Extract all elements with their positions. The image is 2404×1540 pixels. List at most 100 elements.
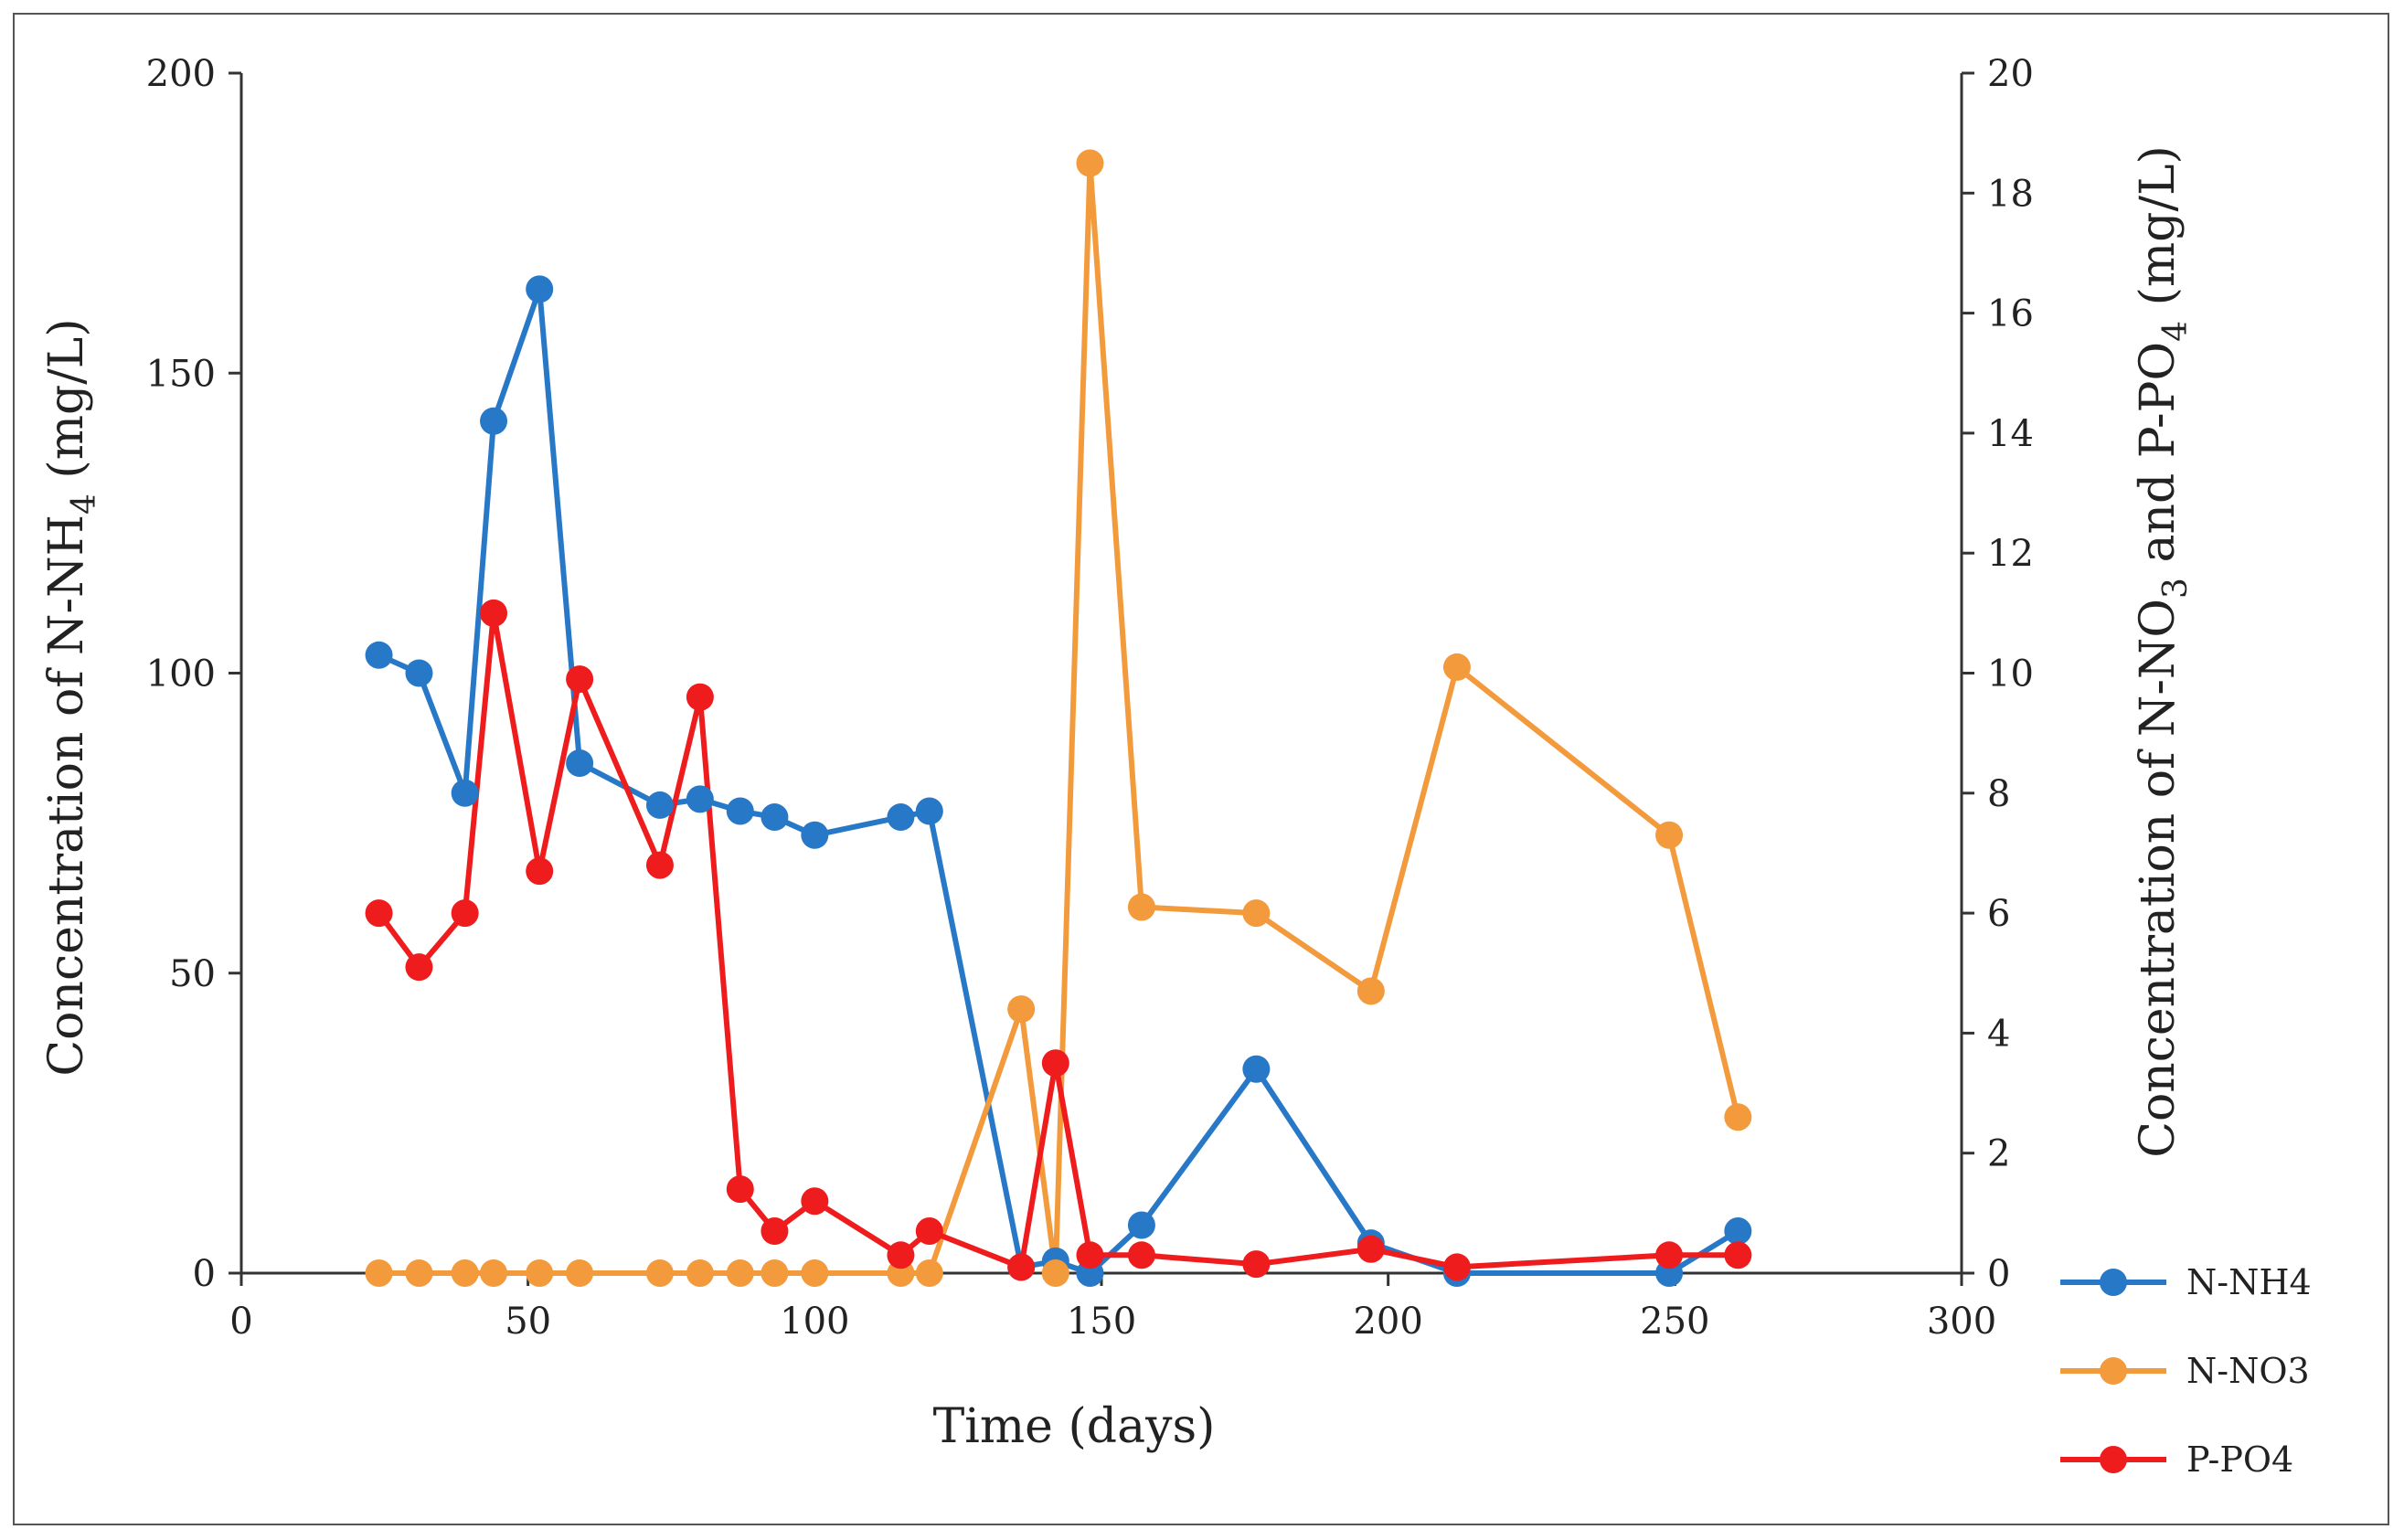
y-right-tick-label: 16 [1987, 293, 2034, 335]
data-point-N-NH4 [761, 803, 789, 832]
data-point-N-NH4 [686, 785, 714, 813]
data-point-N-NO3 [1724, 1103, 1752, 1131]
y-left-tick-label: 0 [193, 1253, 216, 1295]
data-point-P-PO4 [1076, 1241, 1104, 1269]
data-point-N-NO3 [1007, 995, 1036, 1024]
data-point-N-NO3 [526, 1259, 554, 1287]
data-point-N-NH4 [566, 749, 594, 777]
data-point-N-NO3 [726, 1259, 754, 1287]
data-point-N-NH4 [726, 797, 754, 825]
data-point-P-PO4 [887, 1241, 915, 1269]
data-point-N-NH4 [915, 797, 943, 825]
legend-marker-N-NO3 [2100, 1357, 2127, 1385]
series-line-N-NO3 [378, 160, 1741, 1276]
y-right-tick-label: 0 [1987, 1253, 2010, 1295]
data-point-N-NH4 [405, 659, 433, 687]
legend-marker-P-PO4 [2100, 1446, 2127, 1473]
data-point-N-NO3 [1356, 977, 1385, 1005]
legend-marker-N-NH4 [2100, 1269, 2127, 1296]
data-point-N-NO3 [1127, 893, 1155, 921]
data-point-N-NO3 [365, 1259, 393, 1287]
y-right-axis-title: Concentration of N-NO3 and P-PO4 (mg/L) [2131, 145, 2195, 1158]
y-right-tick-label: 18 [1987, 173, 2034, 215]
data-point-N-NH4 [1242, 1055, 1271, 1083]
data-point-N-NO3 [1041, 1259, 1069, 1287]
data-point-P-PO4 [1242, 1250, 1271, 1279]
y-left-tick-label: 100 [146, 653, 216, 696]
data-point-N-NO3 [1242, 899, 1271, 928]
y-right-tick-label: 12 [1987, 533, 2034, 575]
data-point-P-PO4 [915, 1217, 943, 1246]
data-point-N-NO3 [1442, 653, 1471, 681]
data-point-P-PO4 [726, 1175, 754, 1204]
data-point-N-NH4 [1724, 1217, 1752, 1246]
y-right-tick-label: 8 [1987, 773, 2010, 815]
y-left-axis-title: Concentration of N-NH4 (mg/L) [39, 318, 103, 1076]
data-point-N-NO3 [1655, 821, 1684, 849]
data-point-P-PO4 [1724, 1241, 1752, 1269]
axes [229, 71, 1974, 1286]
y-right-tick-label: 2 [1987, 1133, 2010, 1175]
y-right-tick-label: 14 [1987, 413, 2034, 455]
data-point-N-NH4 [801, 821, 829, 849]
x-tick-label: 200 [1353, 1301, 1422, 1343]
data-point-N-NH4 [365, 641, 393, 669]
data-point-P-PO4 [365, 899, 393, 928]
data-point-N-NH4 [451, 779, 479, 807]
x-tick-label: 250 [1640, 1301, 1709, 1343]
data-point-N-NO3 [451, 1259, 479, 1287]
data-point-P-PO4 [1655, 1241, 1684, 1269]
data-point-P-PO4 [801, 1187, 829, 1216]
series-lines [377, 160, 1741, 1276]
tick-labels: 0 50 100 150 200 250 300 0 50 100 150 200 0 2 4 6 8 10 12 1… [146, 53, 2034, 1343]
data-point-P-PO4 [1007, 1253, 1036, 1281]
x-tick-label: 50 [505, 1301, 551, 1343]
data-point-P-PO4 [1442, 1253, 1471, 1281]
x-axis-title: Time (days) [933, 1399, 1216, 1454]
data-point-P-PO4 [645, 851, 674, 879]
y-left-tick-label: 150 [146, 353, 216, 395]
data-point-N-NO3 [405, 1259, 433, 1287]
x-tick-label: 150 [1067, 1301, 1136, 1343]
legend-label-N-NO3: N-NO3 [2186, 1351, 2310, 1391]
y-right-tick-label: 4 [1987, 1013, 2010, 1055]
y-left-tick-label: 200 [146, 53, 216, 95]
data-point-P-PO4 [686, 683, 714, 711]
data-point-N-NO3 [480, 1259, 508, 1287]
data-point-N-NO3 [645, 1259, 674, 1287]
x-tick-label: 100 [780, 1301, 849, 1343]
legend: N-NH4 N-NO3 P-PO4 [2060, 1262, 2312, 1480]
data-point-P-PO4 [480, 599, 508, 627]
data-point-N-NO3 [801, 1259, 829, 1287]
legend-label-P-PO4: P-PO4 [2186, 1439, 2293, 1480]
data-point-N-NO3 [1076, 149, 1104, 177]
y-right-tick-label: 20 [1987, 53, 2034, 95]
series-line-P-PO4 [377, 610, 1739, 1270]
data-point-N-NH4 [526, 275, 554, 303]
data-point-N-NO3 [686, 1259, 714, 1287]
data-point-N-NO3 [915, 1259, 943, 1287]
legend-label-N-NH4: N-NH4 [2186, 1262, 2312, 1302]
data-point-P-PO4 [1041, 1049, 1069, 1078]
data-point-P-PO4 [405, 953, 433, 982]
data-point-P-PO4 [1127, 1241, 1155, 1269]
data-point-P-PO4 [526, 857, 554, 886]
y-right-tick-label: 10 [1987, 653, 2034, 696]
data-point-N-NO3 [761, 1259, 789, 1287]
data-point-N-NH4 [480, 407, 508, 435]
y-left-tick-label: 50 [169, 953, 216, 995]
data-point-P-PO4 [1356, 1235, 1385, 1263]
x-tick-label: 300 [1927, 1301, 1996, 1343]
data-point-N-NH4 [645, 791, 674, 819]
series-line-N-NH4 [378, 286, 1739, 1276]
x-tick-label: 0 [229, 1301, 252, 1343]
data-point-P-PO4 [761, 1217, 789, 1246]
data-point-P-PO4 [566, 665, 594, 694]
series-markers [365, 149, 1752, 1287]
y-right-tick-label: 6 [1987, 893, 2010, 935]
data-point-N-NO3 [566, 1259, 594, 1287]
data-point-N-NH4 [887, 803, 915, 832]
data-point-P-PO4 [451, 899, 479, 928]
data-point-N-NH4 [1127, 1211, 1155, 1239]
